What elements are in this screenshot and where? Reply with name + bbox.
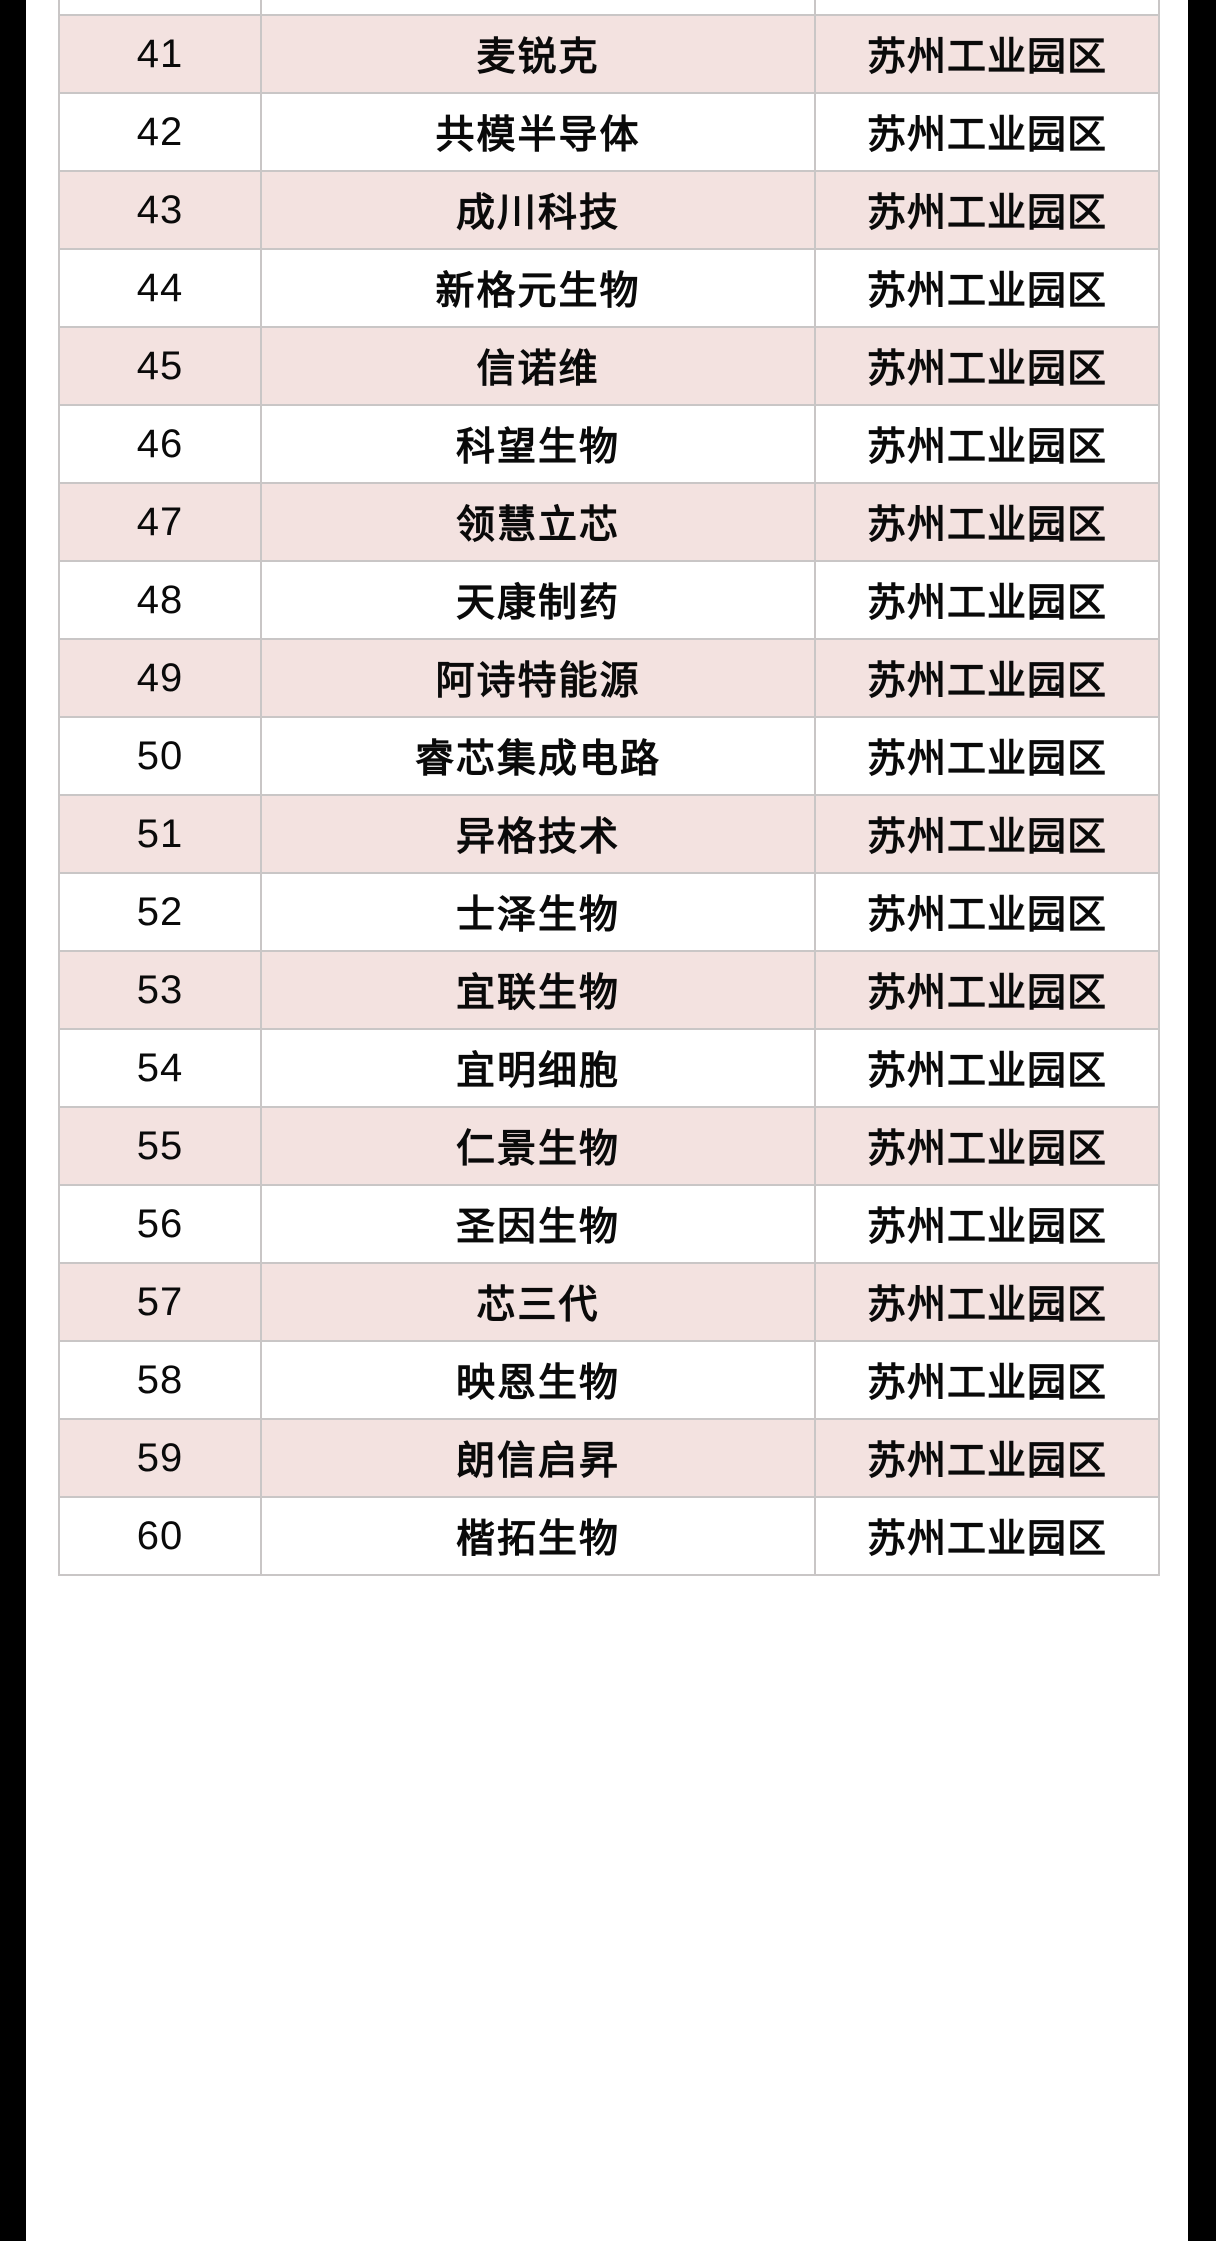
table-row: 45 信诺维 苏州工业园区 (58, 326, 1160, 406)
document-page: 4041麦锐克苏州工业园区42共模半导体苏州工业园区43成川科技苏州工业园区44… (26, 0, 1188, 2241)
cell-rank: 56 (58, 1184, 262, 1264)
table-row: 49 阿诗特能源 苏州工业园区 (58, 638, 1160, 718)
cell-rank: 50 (58, 716, 262, 796)
cell-rank: 43 (58, 170, 262, 250)
cell-company-name: 芯三代 (260, 1262, 816, 1342)
cell-company-name: 新格元生物 (260, 248, 816, 328)
cell-rank: 47 (58, 482, 262, 562)
cell-company-name: 睿芯集成电路 (260, 716, 816, 796)
cell-company-name: 异格技术 (260, 794, 816, 874)
cell-rank: 58 (58, 1340, 262, 1420)
cell-rank: 55 (58, 1106, 262, 1186)
cell-company-name: 楷拓生物 (260, 1496, 816, 1576)
cell-area: 苏州工业园区 (814, 560, 1160, 640)
cell-company-name: 天康制药 (260, 560, 816, 640)
table-body: 4041麦锐克苏州工业园区42共模半导体苏州工业园区43成川科技苏州工业园区44… (58, 0, 1160, 1576)
cell-area: 苏州工业园区 (814, 404, 1160, 484)
cell-rank: 49 (58, 638, 262, 718)
table-row: 55 仁景生物 苏州工业园区 (58, 1106, 1160, 1186)
cell-area: 苏州工业园区 (814, 170, 1160, 250)
table-row: 53 宜联生物 苏州工业园区 (58, 950, 1160, 1030)
cell-rank: 46 (58, 404, 262, 484)
table-row: 58 映恩生物 苏州工业园区 (58, 1340, 1160, 1420)
table-row: 54 宜明细胞 苏州工业园区 (58, 1028, 1160, 1108)
cell-rank: 51 (58, 794, 262, 874)
cell-area: 苏州工业园区 (814, 1028, 1160, 1108)
table-row: 56 圣因生物 苏州工业园区 (58, 1184, 1160, 1264)
cell-company-name: 麦锐克 (260, 14, 816, 94)
cell-company-name: 朗信启昇 (260, 1418, 816, 1498)
cell-area: 苏州工业园区 (814, 92, 1160, 172)
table-row: 47 领慧立芯 苏州工业园区 (58, 482, 1160, 562)
table-row: 44 新格元生物 苏州工业园区 (58, 248, 1160, 328)
table-row: 57 芯三代 苏州工业园区 (58, 1262, 1160, 1342)
cell-rank: 41 (58, 14, 262, 94)
cell-area: 苏州工业园区 (814, 1340, 1160, 1420)
cell-company-name: 共模半导体 (260, 92, 816, 172)
cell-company-name: 成川科技 (260, 170, 816, 250)
cell-area: 苏州工业园区 (814, 14, 1160, 94)
cell-rank: 53 (58, 950, 262, 1030)
cell-company-name: 信诺维 (260, 326, 816, 406)
cell-area (814, 0, 1160, 16)
cell-company-name: 科望生物 (260, 404, 816, 484)
cell-company-name: 宜明细胞 (260, 1028, 816, 1108)
cell-area: 苏州工业园区 (814, 1262, 1160, 1342)
table-row: 40 (58, 0, 1160, 16)
cell-company-name: 阿诗特能源 (260, 638, 816, 718)
cell-area: 苏州工业园区 (814, 716, 1160, 796)
cell-company-name: 士泽生物 (260, 872, 816, 952)
table-row: 43 成川科技 苏州工业园区 (58, 170, 1160, 250)
cell-rank: 45 (58, 326, 262, 406)
table-row: 41 麦锐克 苏州工业园区 (58, 14, 1160, 94)
cell-company-name: 圣因生物 (260, 1184, 816, 1264)
cell-company-name: 领慧立芯 (260, 482, 816, 562)
table-row: 59 朗信启昇 苏州工业园区 (58, 1418, 1160, 1498)
cell-area: 苏州工业园区 (814, 326, 1160, 406)
cell-rank: 42 (58, 92, 262, 172)
company-list-table: 4041麦锐克苏州工业园区42共模半导体苏州工业园区43成川科技苏州工业园区44… (58, 0, 1160, 1576)
cell-area: 苏州工业园区 (814, 482, 1160, 562)
cell-rank: 57 (58, 1262, 262, 1342)
cell-area: 苏州工业园区 (814, 1496, 1160, 1576)
table-row: 48 天康制药 苏州工业园区 (58, 560, 1160, 640)
cell-area: 苏州工业园区 (814, 1106, 1160, 1186)
cell-area: 苏州工业园区 (814, 872, 1160, 952)
table-row: 60 楷拓生物 苏州工业园区 (58, 1496, 1160, 1576)
cell-rank: 40 (58, 0, 262, 16)
cell-company-name: 宜联生物 (260, 950, 816, 1030)
cell-rank: 59 (58, 1418, 262, 1498)
cell-area: 苏州工业园区 (814, 794, 1160, 874)
cell-company-name: 映恩生物 (260, 1340, 816, 1420)
cell-area: 苏州工业园区 (814, 950, 1160, 1030)
cell-area: 苏州工业园区 (814, 1418, 1160, 1498)
cell-rank: 44 (58, 248, 262, 328)
cell-area: 苏州工业园区 (814, 1184, 1160, 1264)
cell-rank: 54 (58, 1028, 262, 1108)
table-row: 52 士泽生物 苏州工业园区 (58, 872, 1160, 952)
cell-rank: 60 (58, 1496, 262, 1576)
table-row: 51 异格技术 苏州工业园区 (58, 794, 1160, 874)
cell-area: 苏州工业园区 (814, 248, 1160, 328)
table-row: 46 科望生物 苏州工业园区 (58, 404, 1160, 484)
cell-rank: 48 (58, 560, 262, 640)
table-row: 42 共模半导体 苏州工业园区 (58, 92, 1160, 172)
cell-area: 苏州工业园区 (814, 638, 1160, 718)
cell-company-name (260, 0, 816, 16)
cell-rank: 52 (58, 872, 262, 952)
table-row: 50 睿芯集成电路 苏州工业园区 (58, 716, 1160, 796)
cell-company-name: 仁景生物 (260, 1106, 816, 1186)
